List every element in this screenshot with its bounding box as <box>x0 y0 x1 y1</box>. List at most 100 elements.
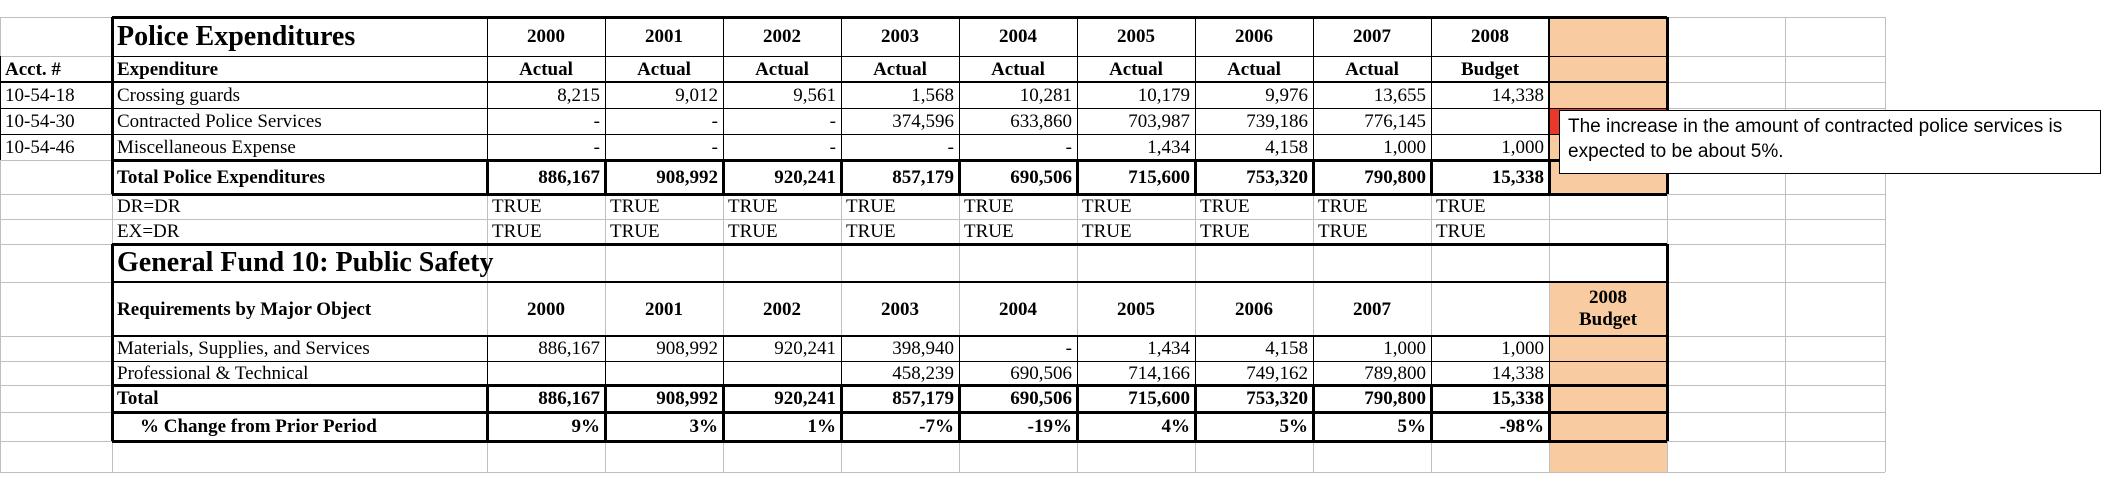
total-value-cell[interactable]: 908,992 <box>656 166 718 188</box>
pct-change-value[interactable]: 9% <box>571 416 601 437</box>
requirement-value-cell[interactable]: 749,162 <box>1246 362 1308 384</box>
total-value-cell[interactable]: 715,600 <box>1128 166 1190 188</box>
major-object-name[interactable]: Professional & Technical <box>117 362 309 384</box>
column-year-header[interactable]: 2003 <box>881 26 919 47</box>
general-total-label[interactable]: Total <box>117 388 159 409</box>
pct-change-value[interactable]: -98% <box>1499 416 1544 437</box>
column-type-header[interactable]: Actual <box>1227 58 1281 80</box>
expenditure-value-cell[interactable]: 739,186 <box>1246 110 1308 132</box>
requirement-value-cell[interactable]: 789,800 <box>1364 362 1426 384</box>
general-total-value[interactable]: 690,506 <box>1010 388 1072 409</box>
pct-change-label[interactable]: % Change from Prior Period <box>140 416 377 437</box>
check-value-cell[interactable]: TRUE <box>1436 196 1486 217</box>
column-type-header[interactable]: Actual <box>519 58 573 80</box>
expenditure-value-cell[interactable]: 776,145 <box>1364 110 1426 132</box>
column-year-header[interactable]: 2001 <box>645 298 683 320</box>
police-table-title[interactable]: Police Expenditures <box>117 20 356 52</box>
expenditure-value-cell[interactable]: 10,281 <box>1019 84 1072 106</box>
check-value-cell[interactable]: TRUE <box>610 221 660 242</box>
expenditure-value-cell[interactable]: 703,987 <box>1128 110 1190 132</box>
general-total-value[interactable]: 908,992 <box>656 388 718 409</box>
requirement-value-cell[interactable]: 4,158 <box>1265 338 1308 359</box>
requirement-value-cell[interactable]: 886,167 <box>538 338 600 359</box>
expenditure-value-cell[interactable]: 8,215 <box>557 84 600 106</box>
column-year-header[interactable]: 2004 <box>999 298 1037 320</box>
column-type-header[interactable]: Actual <box>873 58 927 80</box>
general-total-value[interactable]: 857,179 <box>892 388 954 409</box>
expenditure-value-cell[interactable]: 1,000 <box>1383 136 1426 158</box>
expenditure-value-cell[interactable]: - <box>593 110 600 132</box>
total-value-cell[interactable]: 886,167 <box>538 166 600 188</box>
expenditure-value-cell[interactable]: - <box>711 110 718 132</box>
check-value-cell[interactable]: TRUE <box>1200 196 1250 217</box>
requirement-value-cell[interactable]: 1,000 <box>1383 338 1426 359</box>
expenditure-value-cell[interactable]: 9,976 <box>1265 84 1308 106</box>
general-total-value[interactable]: 790,800 <box>1364 388 1426 409</box>
expenditure-value-cell[interactable]: 1,000 <box>1501 136 1544 158</box>
column-year-header[interactable]: 2005 <box>1117 298 1155 320</box>
column-year-header[interactable]: 2008 <box>1471 26 1509 47</box>
check-value-cell[interactable]: TRUE <box>964 221 1014 242</box>
check-label[interactable]: DR=DR <box>117 196 181 217</box>
check-value-cell[interactable]: TRUE <box>1318 221 1368 242</box>
requirement-value-cell[interactable]: 14,338 <box>1491 362 1544 384</box>
total-value-cell[interactable]: 15,338 <box>1491 166 1544 188</box>
expenditure-value-cell[interactable]: - <box>1065 136 1072 158</box>
expenditure-value-cell[interactable] <box>1431 108 1549 134</box>
pct-change-value[interactable]: 5% <box>1397 416 1427 437</box>
expenditure-name[interactable]: Crossing guards <box>117 84 240 106</box>
column-year-header[interactable]: 2007 <box>1353 26 1391 47</box>
check-value-cell[interactable]: TRUE <box>492 196 542 217</box>
pct-change-value[interactable]: 5% <box>1279 416 1309 437</box>
general-fund-title[interactable]: General Fund 10: Public Safety <box>117 247 494 278</box>
column-type-header[interactable]: Actual <box>991 58 1045 80</box>
account-number[interactable]: 10-54-46 <box>5 136 75 158</box>
budget-year-header[interactable]: 2008 Budget <box>1549 282 1667 336</box>
total-value-cell[interactable]: 753,320 <box>1246 166 1308 188</box>
expenditure-value-cell[interactable]: 374,596 <box>892 110 954 132</box>
general-total-value[interactable]: 15,338 <box>1491 388 1544 409</box>
column-year-header[interactable]: 2000 <box>527 298 565 320</box>
major-object-name[interactable]: Materials, Supplies, and Services <box>117 338 370 359</box>
requirement-value-cell[interactable] <box>723 361 841 385</box>
expenditure-value-cell[interactable]: 9,561 <box>793 84 836 106</box>
pct-change-value[interactable]: 1% <box>807 416 837 437</box>
expenditure-value-cell[interactable]: - <box>829 110 836 132</box>
check-label[interactable]: EX=DR <box>117 221 180 242</box>
check-value-cell[interactable]: TRUE <box>728 221 778 242</box>
total-value-cell[interactable]: 857,179 <box>892 166 954 188</box>
check-value-cell[interactable]: TRUE <box>964 196 1014 217</box>
column-year-header[interactable]: 2002 <box>763 26 801 47</box>
general-total-value[interactable]: 920,241 <box>774 388 836 409</box>
requirement-value-cell[interactable]: 398,940 <box>892 338 954 359</box>
column-type-header[interactable]: Actual <box>1109 58 1163 80</box>
expenditure-value-cell[interactable]: - <box>593 136 600 158</box>
general-total-value[interactable]: 753,320 <box>1246 388 1308 409</box>
column-year-header[interactable]: 2004 <box>999 26 1037 47</box>
account-number[interactable]: 10-54-30 <box>5 110 75 132</box>
expenditure-value-cell[interactable]: 633,860 <box>1010 110 1072 132</box>
column-year-header[interactable]: 2002 <box>763 298 801 320</box>
requirement-value-cell[interactable]: 458,239 <box>892 362 954 384</box>
requirement-value-cell[interactable]: 1,000 <box>1501 338 1544 359</box>
expenditure-name[interactable]: Miscellaneous Expense <box>117 136 296 158</box>
expenditure-value-cell[interactable]: 13,655 <box>1373 84 1426 106</box>
general-total-value[interactable]: 715,600 <box>1128 388 1190 409</box>
total-value-cell[interactable]: 920,241 <box>774 166 836 188</box>
requirement-value-cell[interactable] <box>487 361 605 385</box>
column-type-header[interactable]: Actual <box>1345 58 1399 80</box>
check-value-cell[interactable]: TRUE <box>492 221 542 242</box>
column-type-header[interactable]: Budget <box>1460 58 1520 80</box>
requirement-value-cell[interactable]: 908,992 <box>656 338 718 359</box>
expenditure-value-cell[interactable]: 1,434 <box>1147 136 1190 158</box>
expenditure-value-cell[interactable]: - <box>711 136 718 158</box>
check-value-cell[interactable]: TRUE <box>846 221 896 242</box>
expenditure-value-cell[interactable]: 4,158 <box>1265 136 1308 158</box>
total-value-cell[interactable]: 790,800 <box>1364 166 1426 188</box>
column-year-header[interactable]: 2006 <box>1235 26 1273 47</box>
expenditure-header[interactable]: Expenditure <box>117 58 219 80</box>
requirement-value-cell[interactable]: 920,241 <box>774 338 836 359</box>
pct-change-value[interactable]: -19% <box>1027 416 1072 437</box>
expenditure-value-cell[interactable]: 9,012 <box>675 84 718 106</box>
column-year-header[interactable]: 2007 <box>1353 298 1391 320</box>
